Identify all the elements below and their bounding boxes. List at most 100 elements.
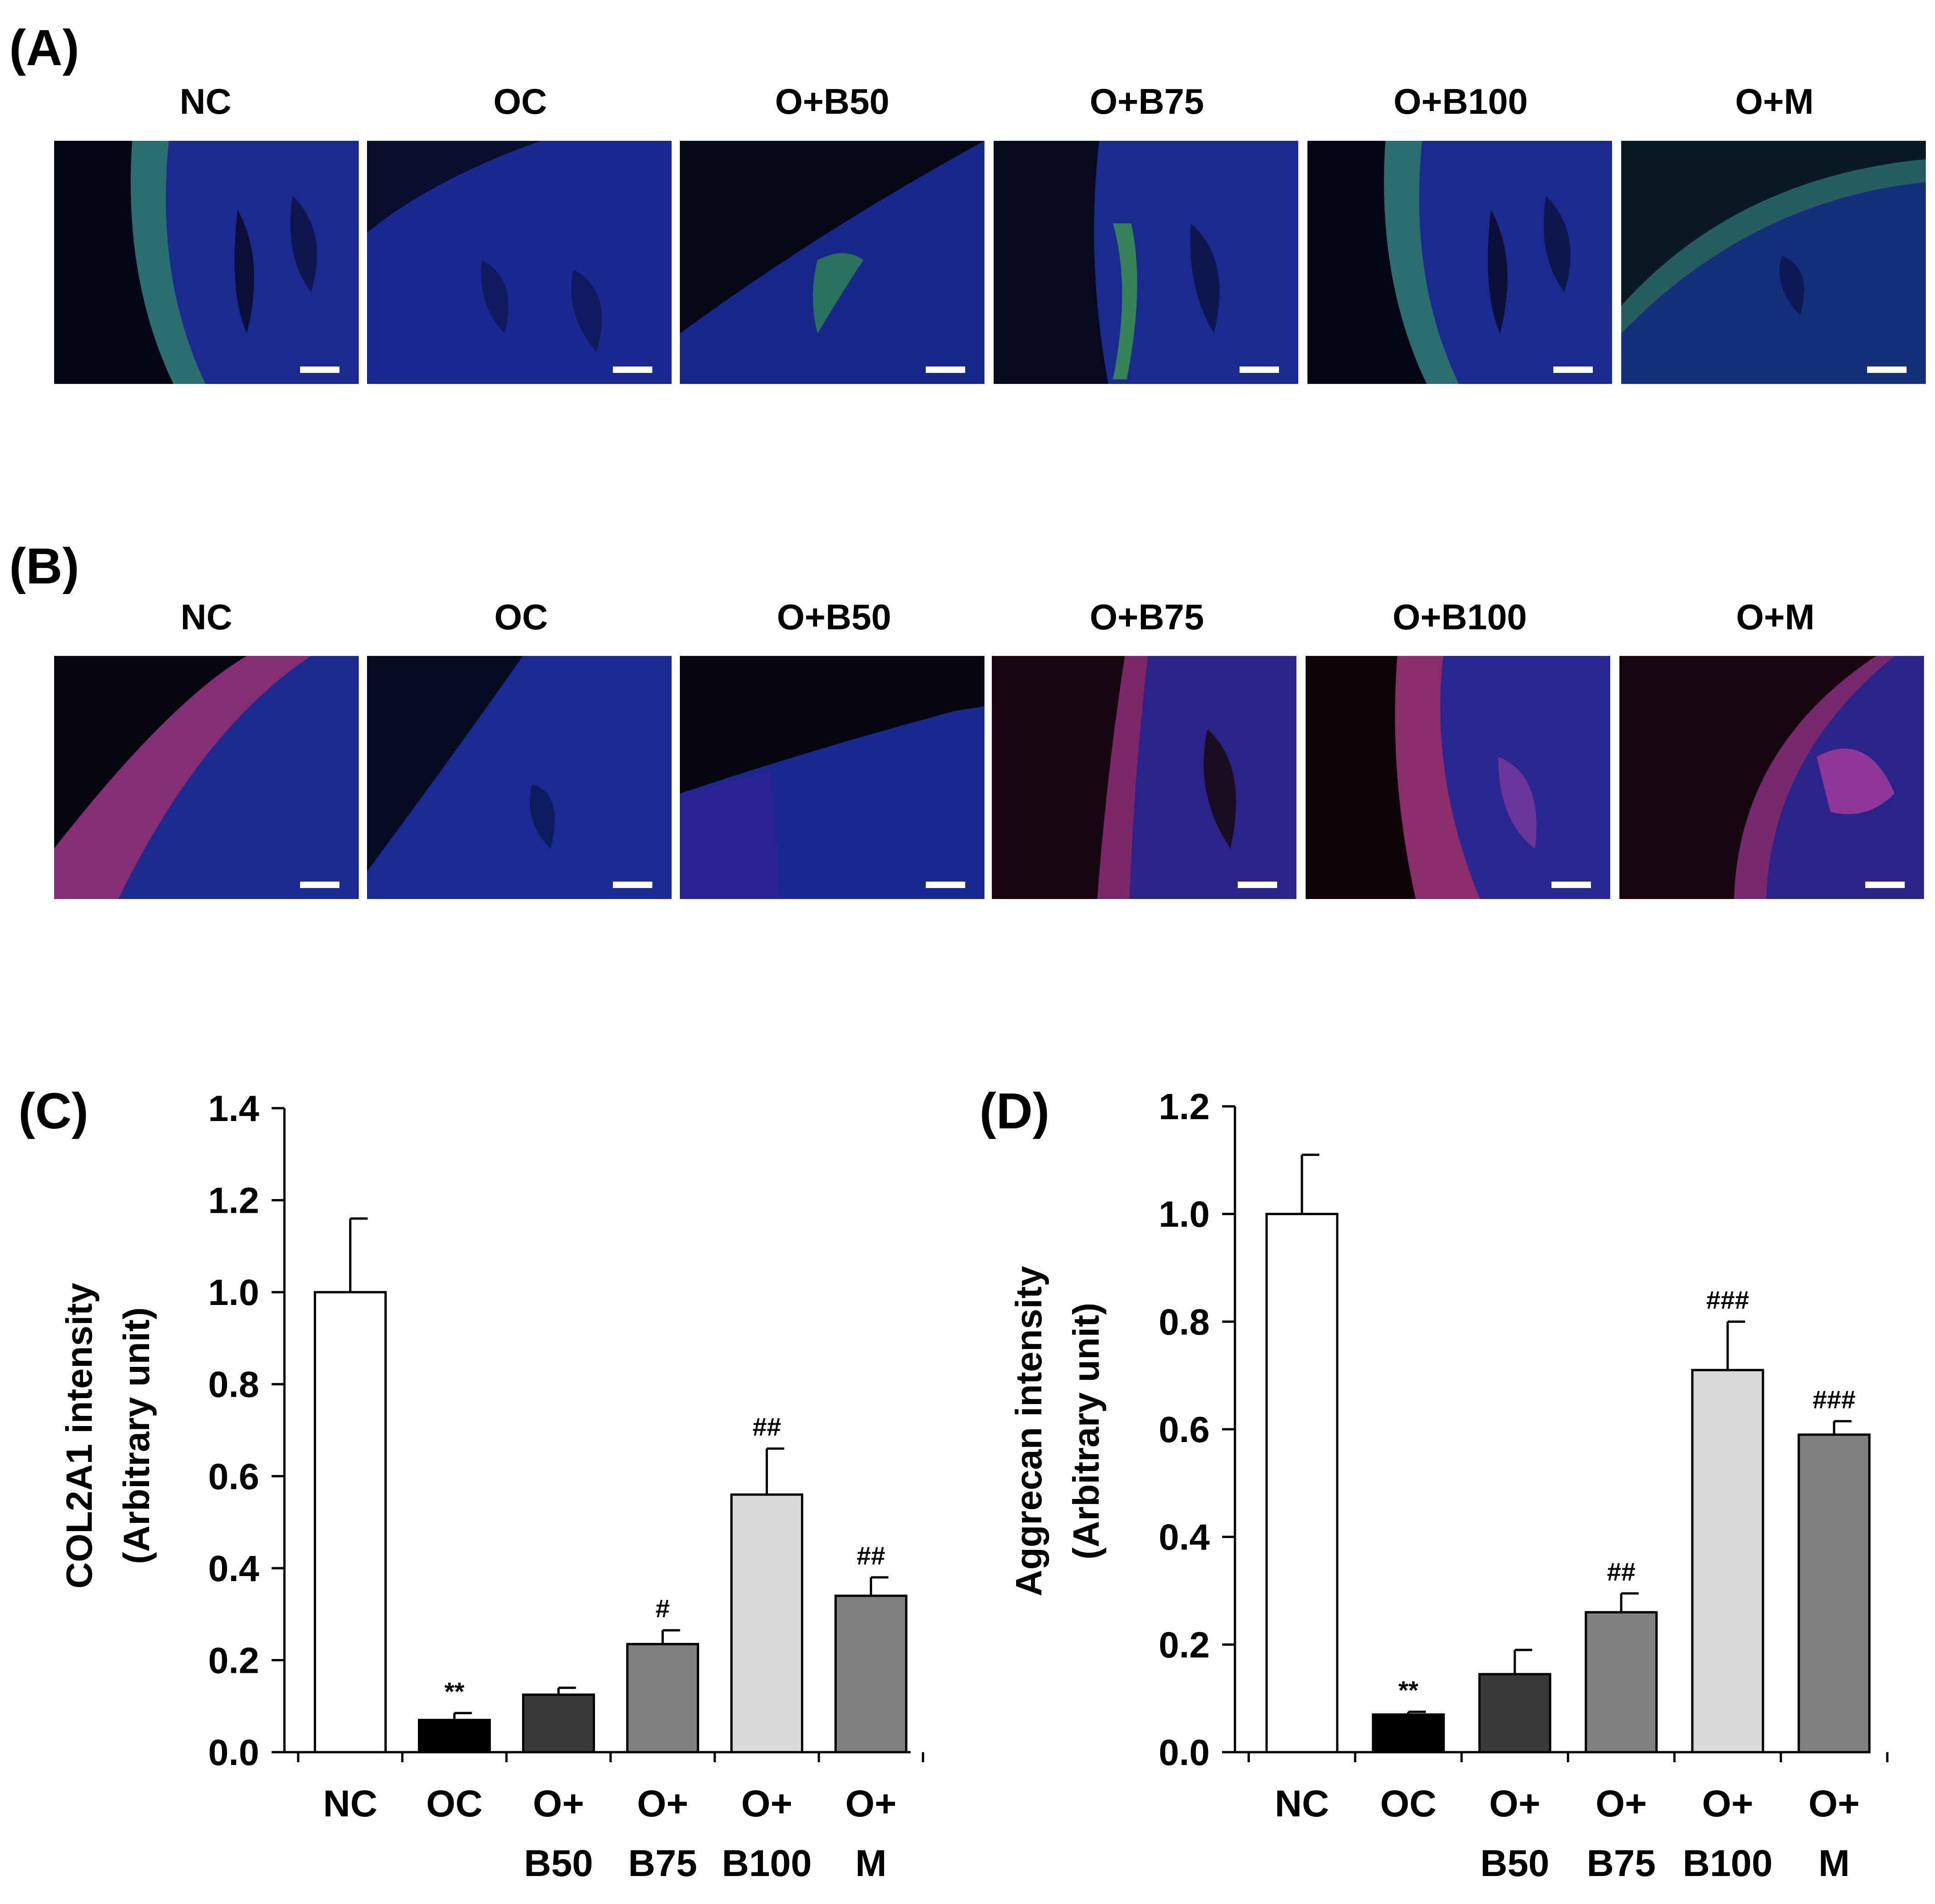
panel-a-micrographs [0, 141, 1935, 384]
y-tick-label: 0.4 [1159, 1517, 1210, 1558]
chart-aggrecan: (D) 0.0 0.2 0.4 0.6 0.8 1.0 1.2 Aggrecan intensi… [963, 1055, 1935, 1902]
chart-col2a1-svg: (C) 0.0 0.2 0.4 0.6 0.8 1.0 1.2 1.4 COL2A1 intens… [18, 1083, 924, 1884]
micrograph-a-b75 [994, 141, 1298, 384]
y-tick-label: 0.0 [208, 1732, 259, 1773]
micrograph-b-b100 [1306, 656, 1610, 899]
x-tick-label: O+ [1702, 1783, 1753, 1825]
y-tick-label: 0.6 [208, 1456, 259, 1497]
scale-bar [926, 366, 965, 373]
scale-bar [1553, 366, 1593, 373]
panel-b-label-b50: O+B50 [777, 597, 891, 637]
x-tick-label: B75 [1587, 1843, 1656, 1884]
bar [834, 1594, 907, 1754]
x-tick-label: O+ [533, 1783, 584, 1825]
panel-b-label-m: O+M [1736, 597, 1815, 637]
micrograph-b-nc [54, 656, 359, 899]
micrograph-a-b100 [1307, 141, 1612, 384]
micrograph-a-nc [54, 141, 359, 384]
panel-a-label-b100: O+B100 [1393, 81, 1528, 122]
bar [626, 1643, 699, 1754]
panel-b-label-b100: O+B100 [1392, 597, 1527, 637]
bar [1265, 1213, 1339, 1754]
panel-b-group-labels: NC OC O+B50 O+B75 O+B100 O+M [0, 592, 1935, 642]
scale-bar [613, 366, 652, 373]
bar [1478, 1673, 1551, 1754]
scale-bar [300, 882, 339, 888]
y-tick-label: 1.0 [208, 1272, 259, 1313]
x-tick-label: OC [426, 1783, 483, 1825]
scale-bar [1867, 366, 1907, 373]
bar [418, 1719, 491, 1754]
significance-label: ** [445, 1677, 465, 1706]
significance-label: ** [1398, 1676, 1418, 1704]
y-axis-label: (Arbitrary unit) [1066, 1303, 1107, 1560]
scale-bar [1865, 882, 1905, 888]
panel-a-group-labels: NC OC O+B50 O+B75 O+B100 O+M [0, 76, 1935, 127]
y-axis-label: COL2A1 intensity [59, 1282, 100, 1588]
bar [1797, 1433, 1871, 1754]
panel-a-label-oc: OC [493, 81, 547, 122]
x-tick-label: O+ [1489, 1783, 1540, 1825]
panel-b-micrographs [0, 656, 1935, 899]
x-tick-label: B50 [1480, 1843, 1549, 1884]
y-tick-label: 0.0 [1159, 1732, 1210, 1773]
x-tick-label: B50 [524, 1843, 593, 1884]
scale-bar [1238, 882, 1277, 888]
x-tick-label: NC [323, 1783, 377, 1825]
panel-letter: (C) [18, 1083, 89, 1139]
bar [1691, 1369, 1764, 1754]
x-tick-label: O+ [1808, 1783, 1860, 1825]
significance-label: ### [1813, 1385, 1855, 1414]
y-tick-label: 0.2 [1159, 1624, 1210, 1665]
scale-bar [1240, 366, 1279, 373]
x-tick-label: O+ [741, 1783, 793, 1825]
panel-a-label-m: O+M [1735, 81, 1814, 122]
y-tick-label: 1.4 [208, 1088, 260, 1129]
panel-a-label-b75: O+B75 [1090, 81, 1204, 122]
significance-label: ## [1607, 1557, 1635, 1586]
scale-bar [300, 366, 339, 373]
y-axis-label: (Arbitrary unit) [116, 1307, 157, 1564]
scale-bar [926, 882, 965, 888]
bar [730, 1493, 803, 1754]
y-tick-label: 0.4 [208, 1548, 260, 1589]
panel-b-label-nc: NC [180, 597, 233, 637]
y-tick-label: 1.0 [1159, 1194, 1210, 1235]
y-tick-label: 0.8 [1159, 1301, 1210, 1342]
y-tick-label: 0.6 [1159, 1409, 1210, 1450]
panel-b-label-b75: O+B75 [1090, 597, 1204, 637]
scale-bar [613, 882, 652, 888]
scale-bar [1551, 882, 1591, 888]
bar [522, 1693, 595, 1754]
x-tick-label: OC [1380, 1783, 1437, 1825]
chart-col2a1: (C) 0.0 0.2 0.4 0.6 0.8 1.0 1.2 1.4 COL2A1 intens… [0, 1055, 963, 1902]
x-tick-label: O+ [637, 1783, 689, 1825]
micrograph-a-b50 [680, 141, 984, 384]
y-tick-label: 0.2 [208, 1640, 259, 1681]
panel-letter-a: (A) [9, 20, 79, 76]
panel-a-label-nc: NC [179, 81, 232, 122]
panel-a-label-b50: O+B50 [775, 81, 890, 122]
x-tick-label: O+ [1596, 1783, 1647, 1825]
significance-label: ## [752, 1412, 781, 1441]
micrograph-a-m [1621, 141, 1926, 384]
micrograph-b-b50 [680, 656, 984, 899]
micrograph-b-m [1619, 656, 1924, 899]
panel-letter: (D) [979, 1083, 1050, 1139]
panel-letter-b: (B) [9, 538, 79, 594]
y-tick-label: 1.2 [1159, 1086, 1210, 1127]
x-tick-label: O+ [845, 1783, 897, 1825]
x-tick-label: B75 [628, 1843, 697, 1884]
micrograph-b-oc [367, 656, 672, 899]
y-axis-label: Aggrecan intensity [1008, 1266, 1049, 1596]
y-tick-label: 0.8 [208, 1364, 259, 1405]
y-tick-label: 1.2 [208, 1180, 259, 1221]
micrograph-a-oc [367, 141, 672, 384]
significance-label: # [656, 1594, 670, 1623]
x-tick-label: NC [1275, 1783, 1329, 1825]
significance-label: ### [1706, 1285, 1749, 1314]
micrograph-b-b75 [992, 656, 1296, 899]
bar [1372, 1713, 1445, 1754]
x-tick-label: M [855, 1843, 886, 1884]
x-tick-label: B100 [722, 1843, 812, 1884]
